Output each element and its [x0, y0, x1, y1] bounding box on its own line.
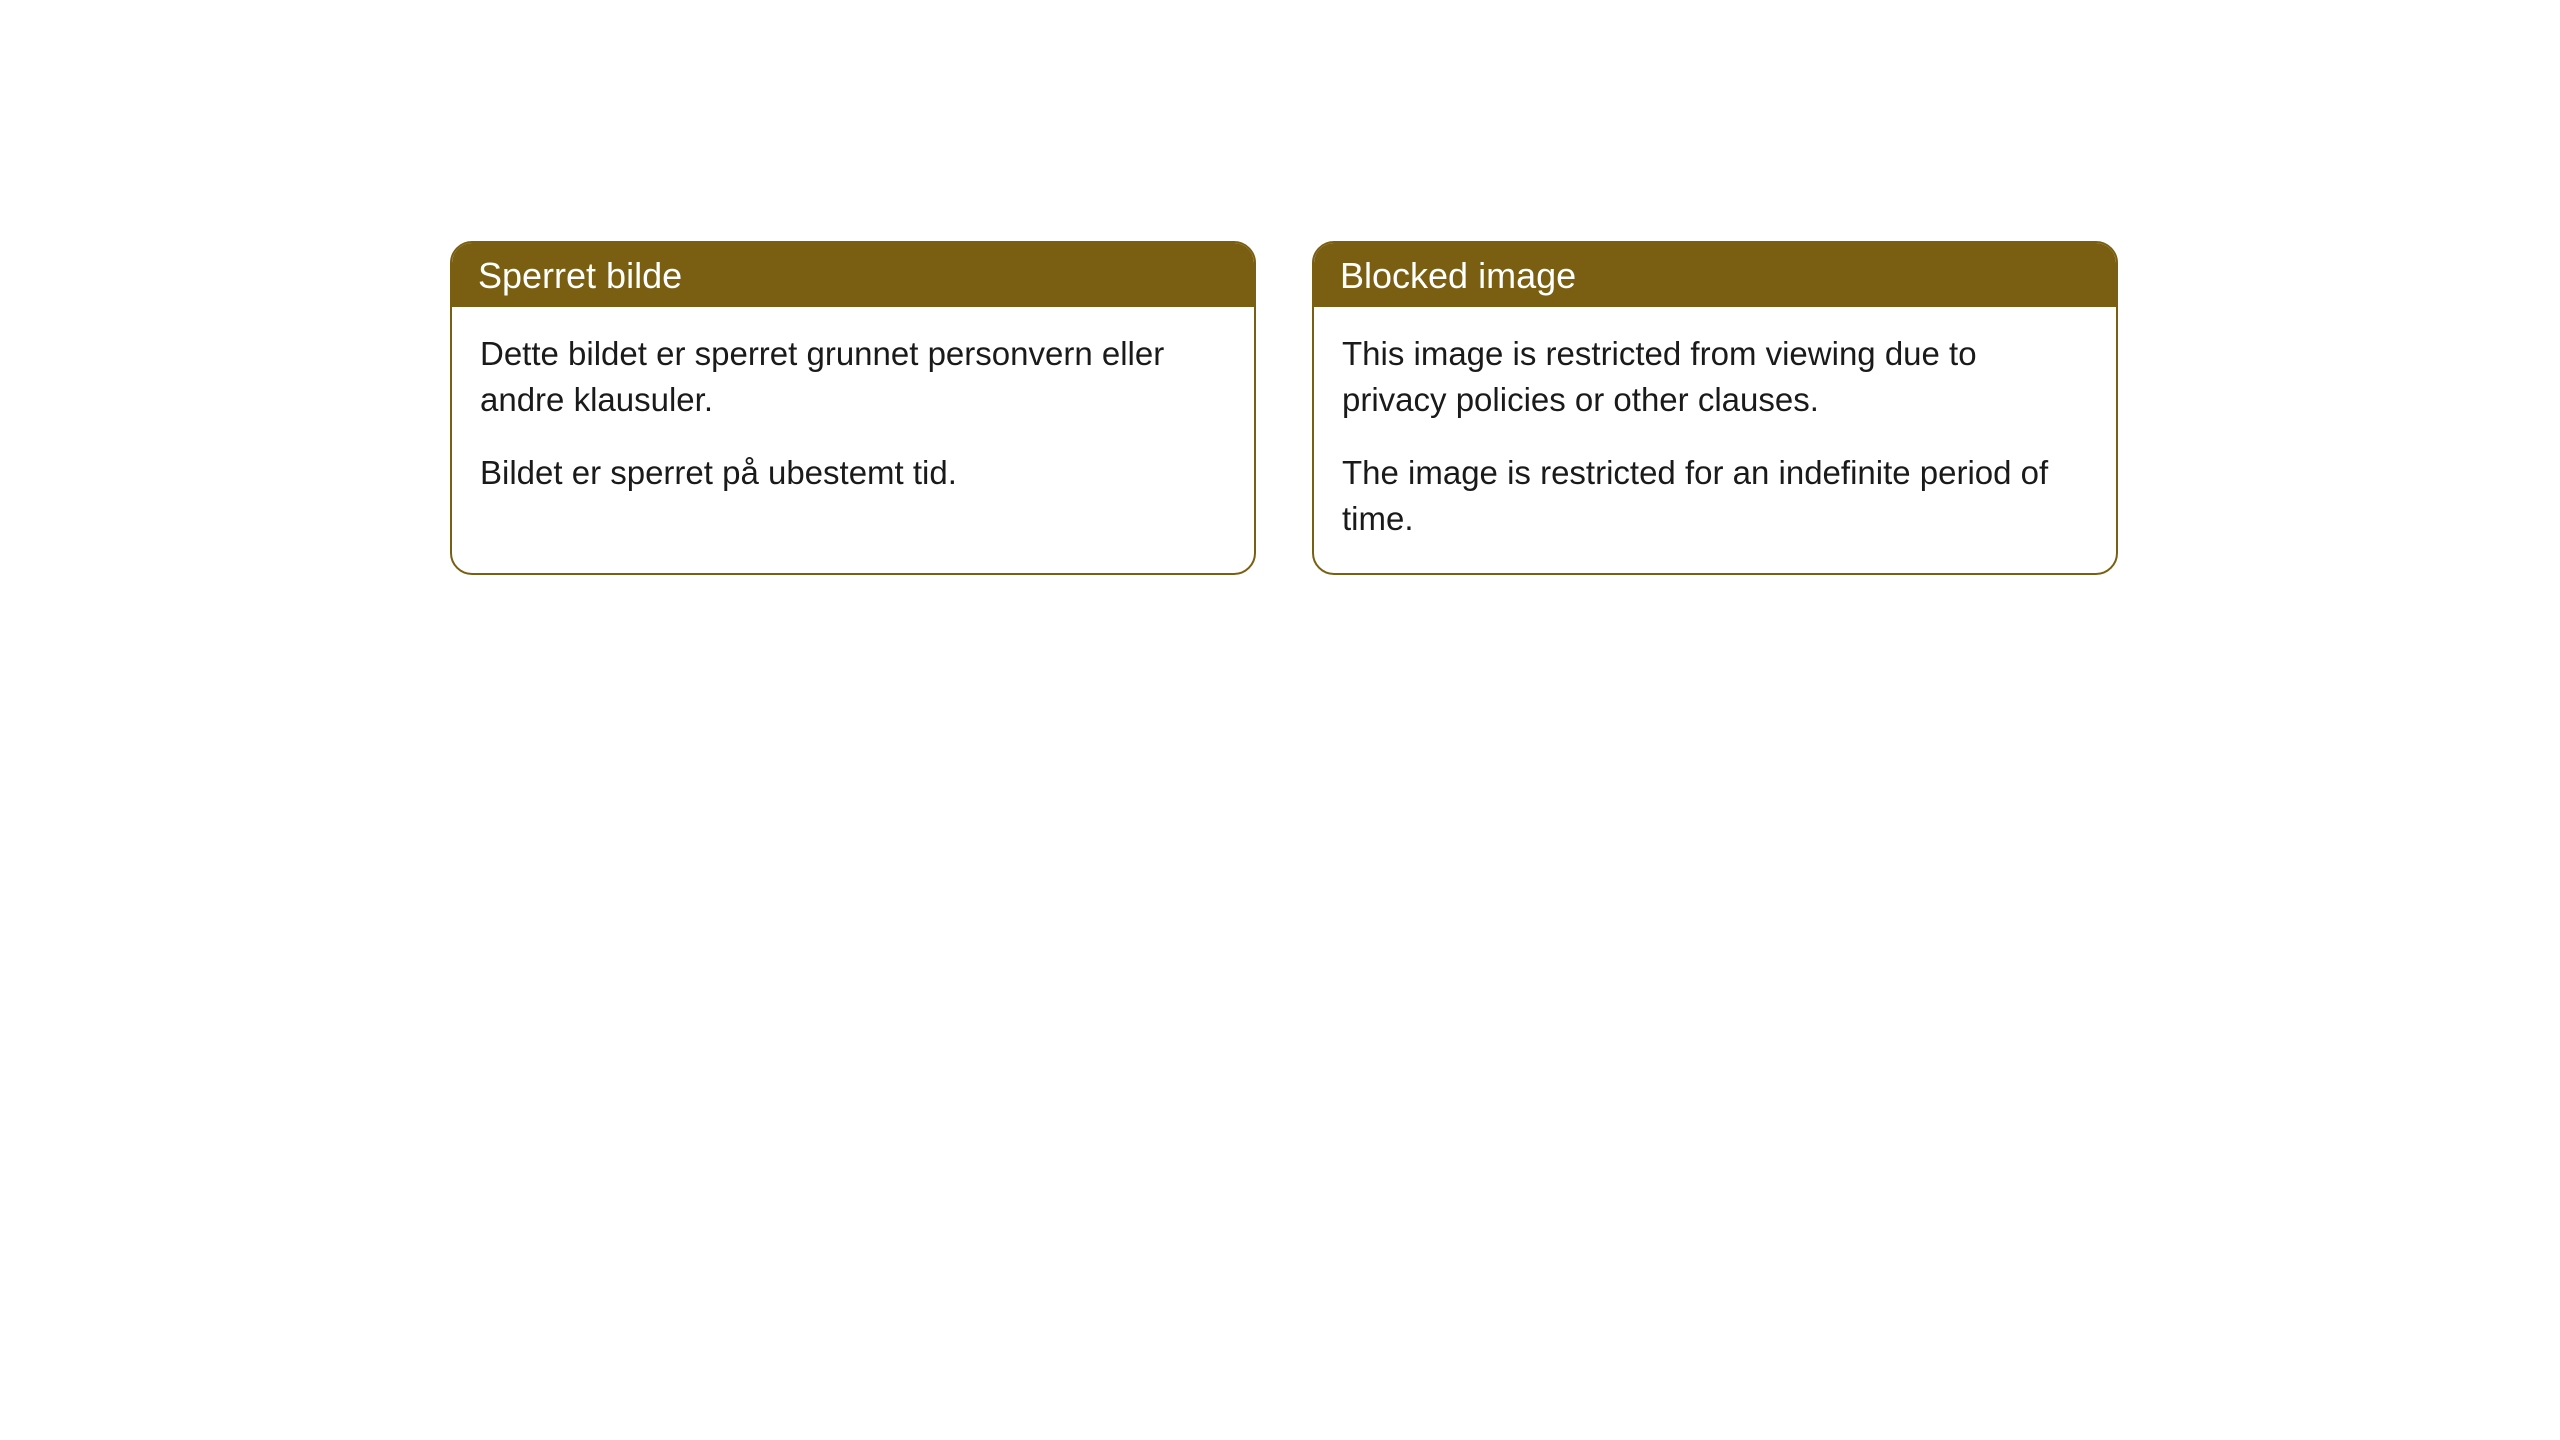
card-paragraph: Bildet er sperret på ubestemt tid.: [480, 450, 1226, 496]
card-paragraph: Dette bildet er sperret grunnet personve…: [480, 331, 1226, 422]
card-title: Blocked image: [1340, 255, 1576, 296]
cards-container: Sperret bilde Dette bildet er sperret gr…: [0, 0, 2560, 575]
card-title: Sperret bilde: [478, 255, 682, 296]
card-header: Sperret bilde: [452, 243, 1254, 307]
blocked-image-card-english: Blocked image This image is restricted f…: [1312, 241, 2118, 575]
card-paragraph: The image is restricted for an indefinit…: [1342, 450, 2088, 541]
card-body: Dette bildet er sperret grunnet personve…: [452, 307, 1254, 528]
card-paragraph: This image is restricted from viewing du…: [1342, 331, 2088, 422]
card-header: Blocked image: [1314, 243, 2116, 307]
blocked-image-card-norwegian: Sperret bilde Dette bildet er sperret gr…: [450, 241, 1256, 575]
card-body: This image is restricted from viewing du…: [1314, 307, 2116, 573]
